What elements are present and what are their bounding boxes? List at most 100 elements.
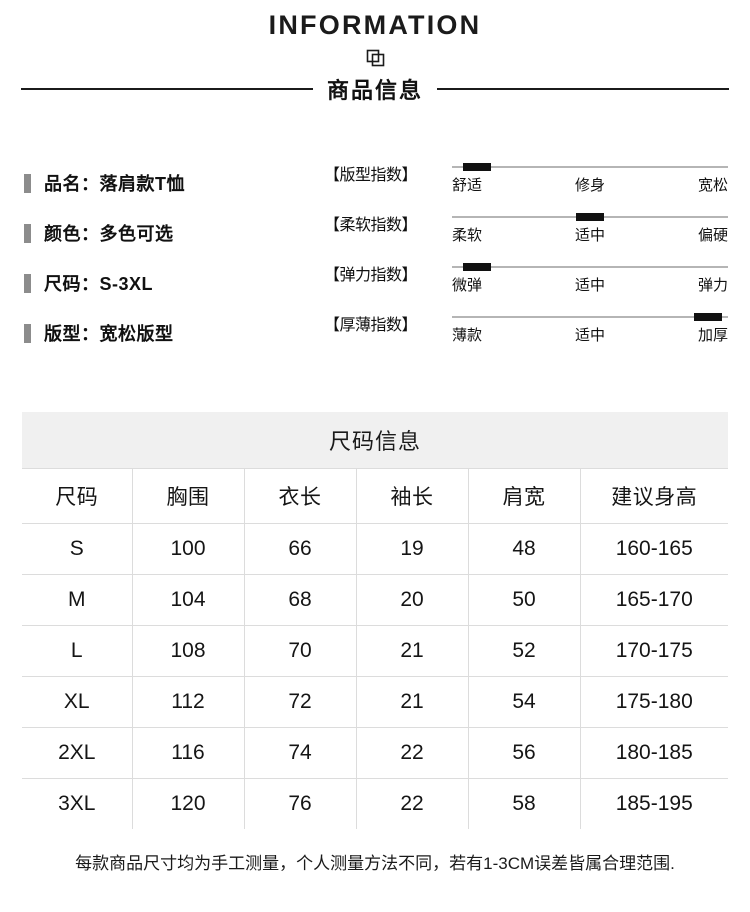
bullet-marker-icon — [24, 323, 31, 343]
spec-item-color: 颜色：多色可选 — [24, 208, 324, 258]
cell-height: 165-170 — [579, 574, 728, 626]
cell-height: 160-165 — [579, 523, 728, 575]
table-row: XL 112 72 21 54 175-180 — [22, 676, 728, 728]
cell-height: 175-180 — [579, 676, 728, 728]
cell-shoulder: 56 — [467, 727, 581, 779]
page-title-cn: 商品信息 — [326, 78, 423, 103]
cell-height: 170-175 — [579, 625, 728, 677]
index-list: 【版型指数】 舒适 修身 宽松 【柔软指数】 柔软 适 — [324, 152, 728, 358]
measurement-disclaimer: 每款商品尺寸均为手工测量，个人测量方法不同，若有1-3CM误差皆属合理范围. — [75, 854, 675, 873]
scale-label-high: 弹力 — [697, 277, 728, 294]
scale-label-low: 微弹 — [452, 277, 483, 294]
cell-size: 2XL — [22, 727, 133, 779]
slider-scale: 舒适 修身 宽松 — [452, 174, 728, 195]
index-row-elasticity: 【弹力指数】 微弹 适中 弹力 — [324, 252, 728, 302]
cell-size: XL — [22, 676, 133, 728]
cell-sleeve: 19 — [355, 523, 469, 575]
spec-item-name: 品名：落肩款T恤 — [24, 158, 324, 208]
index-label: 【柔软指数】 — [324, 217, 418, 234]
scale-label-high: 偏硬 — [697, 227, 728, 244]
size-section: 尺码信息 尺码 胸围 衣长 袖长 肩宽 建议身高 S 100 66 19 48 — [22, 412, 728, 874]
cell-bust: 108 — [131, 625, 245, 677]
cell-bust: 112 — [131, 676, 245, 728]
cell-length: 68 — [243, 574, 357, 626]
slider-scale: 柔软 适中 偏硬 — [452, 224, 728, 245]
slider-thumb — [463, 163, 492, 171]
index-slider-fit: 舒适 修身 宽松 — [452, 152, 728, 195]
spec-list: 品名：落肩款T恤 颜色：多色可选 尺码：S-3XL 版型：宽松版型 — [24, 152, 324, 358]
spec-label: 版型：宽松版型 — [44, 324, 174, 344]
cell-shoulder: 54 — [467, 676, 581, 728]
column-header-sleeve: 袖长 — [355, 468, 469, 524]
index-row-fit: 【版型指数】 舒适 修身 宽松 — [324, 152, 728, 202]
index-row-thickness: 【厚薄指数】 薄款 适中 加厚 — [324, 302, 728, 352]
column-header-bust: 胸围 — [131, 468, 245, 524]
divider-left — [20, 88, 313, 90]
cell-length: 70 — [243, 625, 357, 677]
table-row: 2XL 116 74 22 56 180-185 — [22, 727, 728, 779]
cell-sleeve: 21 — [355, 625, 469, 677]
cell-sleeve: 21 — [355, 676, 469, 728]
cell-length: 66 — [243, 523, 357, 575]
cell-shoulder: 50 — [467, 574, 581, 626]
slider-track — [452, 263, 728, 271]
scale-label-mid: 适中 — [574, 227, 605, 244]
page-subtitle-row: 商品信息 — [0, 72, 750, 106]
bullet-marker-icon — [24, 173, 31, 193]
spec-item-size: 尺码：S-3XL — [24, 258, 324, 308]
cell-size: L — [22, 625, 133, 677]
slider-track — [452, 213, 728, 221]
slider-track — [452, 163, 728, 171]
scale-label-mid: 适中 — [574, 277, 605, 294]
scale-label-low: 薄款 — [452, 327, 483, 344]
overlapping-squares-icon — [0, 48, 750, 68]
cell-bust: 120 — [131, 778, 245, 829]
cell-bust: 116 — [131, 727, 245, 779]
cell-sleeve: 22 — [355, 727, 469, 779]
index-slider-thickness: 薄款 适中 加厚 — [452, 302, 728, 345]
table-row: L 108 70 21 52 170-175 — [22, 625, 728, 677]
scale-label-mid: 修身 — [574, 177, 605, 194]
bullet-marker-icon — [24, 223, 31, 243]
size-table-title-band: 尺码信息 — [22, 412, 728, 468]
table-row: M 104 68 20 50 165-170 — [22, 574, 728, 626]
scale-label-low: 舒适 — [452, 177, 483, 194]
column-header-size: 尺码 — [22, 468, 133, 524]
spec-item-fit: 版型：宽松版型 — [24, 308, 324, 358]
cell-length: 72 — [243, 676, 357, 728]
index-label: 【厚薄指数】 — [324, 317, 418, 334]
page-header: INFORMATION 商品信息 — [0, 0, 750, 106]
specs-section: 品名：落肩款T恤 颜色：多色可选 尺码：S-3XL 版型：宽松版型 【版型指数】… — [0, 152, 750, 358]
bullet-marker-icon — [24, 273, 31, 293]
cell-sleeve: 22 — [355, 778, 469, 829]
index-label: 【版型指数】 — [324, 167, 418, 184]
cell-size: S — [22, 523, 133, 575]
index-label: 【弹力指数】 — [324, 267, 418, 284]
cell-shoulder: 52 — [467, 625, 581, 677]
divider-right — [437, 88, 729, 90]
index-slider-softness: 柔软 适中 偏硬 — [452, 202, 728, 245]
table-header-row: 尺码 胸围 衣长 袖长 肩宽 建议身高 — [22, 468, 728, 524]
cell-shoulder: 58 — [467, 778, 581, 829]
column-header-height: 建议身高 — [579, 468, 728, 524]
table-row: 3XL 120 76 22 58 185-195 — [22, 778, 728, 829]
scale-label-high: 加厚 — [697, 327, 728, 344]
slider-thumb — [463, 263, 492, 271]
cell-length: 74 — [243, 727, 357, 779]
cell-size: 3XL — [22, 778, 133, 829]
cell-shoulder: 48 — [467, 523, 581, 575]
cell-bust: 104 — [131, 574, 245, 626]
index-slider-elasticity: 微弹 适中 弹力 — [452, 252, 728, 295]
page-title-en: INFORMATION — [268, 10, 482, 40]
index-row-softness: 【柔软指数】 柔软 适中 偏硬 — [324, 202, 728, 252]
cell-bust: 100 — [131, 523, 245, 575]
slider-scale: 微弹 适中 弹力 — [452, 274, 728, 295]
spec-label: 颜色：多色可选 — [44, 224, 174, 244]
cell-height: 180-185 — [579, 727, 728, 779]
size-table: 尺码 胸围 衣长 袖长 肩宽 建议身高 S 100 66 19 48 160-1… — [22, 468, 728, 829]
slider-scale: 薄款 适中 加厚 — [452, 324, 728, 345]
column-header-shoulder: 肩宽 — [467, 468, 581, 524]
cell-sleeve: 20 — [355, 574, 469, 626]
scale-label-mid: 适中 — [574, 327, 605, 344]
slider-track — [452, 313, 728, 321]
